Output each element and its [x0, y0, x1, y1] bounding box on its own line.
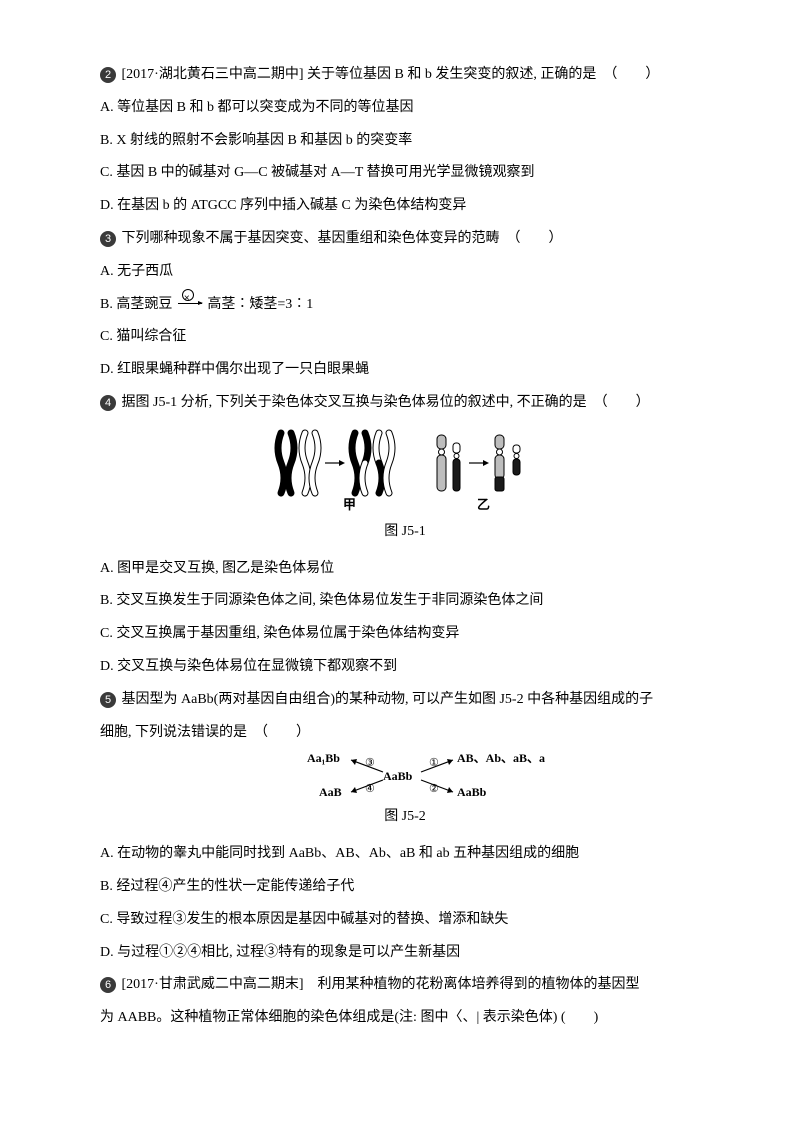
svg-text:④: ④ — [365, 783, 375, 795]
q5-stem-2: 细胞, 下列说法错误的是 （ ） — [100, 718, 710, 749]
q3-opt-d: D. 红眼果蝇种群中偶尔出现了一只白眼果蝇 — [100, 355, 710, 386]
svg-text:Aa₁Bb: Aa₁Bb — [307, 752, 340, 765]
q5-badge: 5 — [100, 692, 116, 708]
svg-text:AaBb: AaBb — [457, 785, 487, 799]
q4-stem: 4 据图 J5-1 分析, 下列关于染色体交叉互换与染色体易位的叙述中, 不正确… — [100, 388, 710, 419]
fig1-label-left: 甲 — [343, 497, 356, 512]
svg-text:①: ① — [429, 757, 439, 769]
q6-badge: 6 — [100, 977, 116, 993]
q6-stem-1: 6 [2017·甘肃武威二中高二期末] 利用某种植物的花粉离体培养得到的植物体的… — [100, 970, 710, 1001]
q6-text-1: [2017·甘肃武威二中高二期末] 利用某种植物的花粉离体培养得到的植物体的基因… — [122, 977, 640, 992]
q6-stem-2: 为 AABB。这种植物正常体细胞的染色体组成是(注: 图中〈、| 表示染色体) … — [100, 1003, 710, 1034]
figure-j5-2: AaBb Aa₁Bb ③ AaB ④ AB、Ab、aB、ab ① AaBb ② — [100, 752, 710, 800]
q2-badge: 2 — [100, 67, 116, 83]
q3-text: 下列哪种现象不属于基因突变、基因重组和染色体变异的范畴 （ ） — [122, 231, 563, 246]
figure-j5-1: 甲 乙 — [100, 427, 710, 513]
svg-text:AaBb: AaBb — [383, 769, 413, 783]
q2-opt-b: B. X 射线的照射不会影响基因 B 和基因 b 的突变率 — [100, 126, 710, 157]
figure-j5-1-caption: 图 J5-1 — [100, 517, 710, 548]
q2-text: [2017·湖北黄石三中高二期中] 关于等位基因 B 和 b 发生突变的叙述, … — [122, 67, 660, 82]
self-cross-icon: × — [178, 295, 202, 313]
q3-badge: 3 — [100, 231, 116, 247]
svg-text:②: ② — [429, 783, 439, 795]
q3-opt-a: A. 无子西瓜 — [100, 257, 710, 288]
svg-text:③: ③ — [365, 757, 375, 769]
q5-stem-1: 5 基因型为 AaBb(两对基因自由组合)的某种动物, 可以产生如图 J5-2 … — [100, 685, 710, 716]
q4-text: 据图 J5-1 分析, 下列关于染色体交叉互换与染色体易位的叙述中, 不正确的是… — [122, 395, 650, 410]
q2-opt-d: D. 在基因 b 的 ATGCC 序列中插入碱基 C 为染色体结构变异 — [100, 191, 710, 222]
q2-opt-c: C. 基因 B 中的碱基对 G—C 被碱基对 A—T 替换可用光学显微镜观察到 — [100, 158, 710, 189]
q5-opt-a: A. 在动物的睾丸中能同时找到 AaBb、AB、Ab、aB 和 ab 五种基因组… — [100, 839, 710, 870]
q4-opt-a: A. 图甲是交叉互换, 图乙是染色体易位 — [100, 554, 710, 585]
q5-text-1: 基因型为 AaBb(两对基因自由组合)的某种动物, 可以产生如图 J5-2 中各… — [122, 692, 654, 707]
svg-text:AB、Ab、aB、ab: AB、Ab、aB、ab — [457, 752, 545, 765]
q3-b-post: 高茎∶矮茎=3∶1 — [207, 297, 313, 312]
fig1-label-right: 乙 — [477, 497, 490, 512]
q4-badge: 4 — [100, 395, 116, 411]
q3-stem: 3 下列哪种现象不属于基因突变、基因重组和染色体变异的范畴 （ ） — [100, 224, 710, 255]
figure-j5-2-caption: 图 J5-2 — [100, 802, 710, 833]
q5-opt-d: D. 与过程①②④相比, 过程③特有的现象是可以产生新基因 — [100, 938, 710, 969]
q3-opt-b: B. 高茎豌豆 × 高茎∶矮茎=3∶1 — [100, 290, 710, 321]
q5-opt-c: C. 导致过程③发生的根本原因是基因中碱基对的替换、增添和缺失 — [100, 905, 710, 936]
q3-opt-c: C. 猫叫综合征 — [100, 322, 710, 353]
q2-opt-a: A. 等位基因 B 和 b 都可以突变成为不同的等位基因 — [100, 93, 710, 124]
q2-stem: 2 [2017·湖北黄石三中高二期中] 关于等位基因 B 和 b 发生突变的叙述… — [100, 60, 710, 91]
q4-opt-d: D. 交叉互换与染色体易位在显微镜下都观察不到 — [100, 652, 710, 683]
q3-b-pre: B. 高茎豌豆 — [100, 297, 172, 312]
svg-text:AaB: AaB — [319, 785, 342, 799]
q5-opt-b: B. 经过程④产生的性状一定能传递给子代 — [100, 872, 710, 903]
q4-opt-b: B. 交叉互换发生于同源染色体之间, 染色体易位发生于非同源染色体之间 — [100, 586, 710, 617]
q4-opt-c: C. 交叉互换属于基因重组, 染色体易位属于染色体结构变异 — [100, 619, 710, 650]
